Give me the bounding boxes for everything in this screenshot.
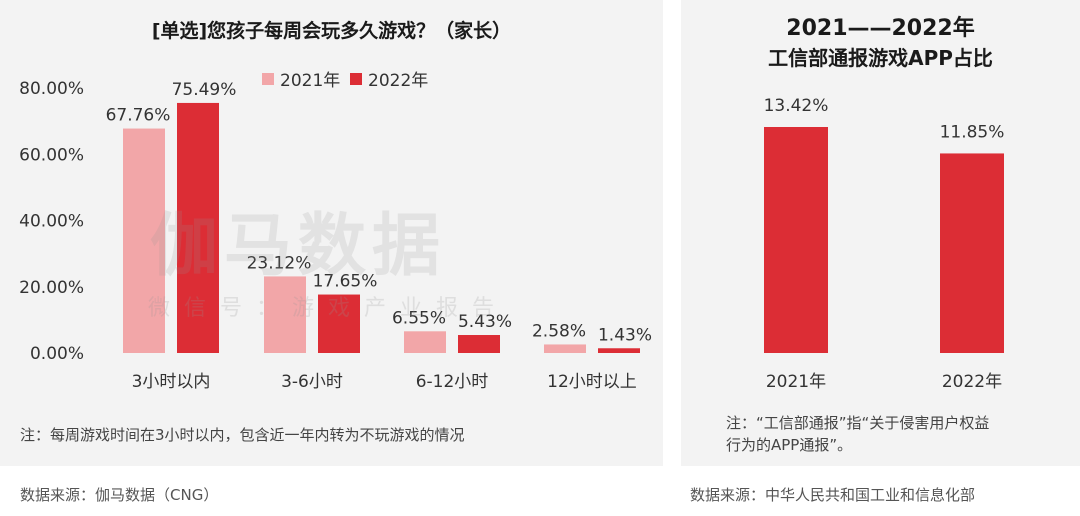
bar-app-ratio-1 (940, 153, 1004, 353)
bar-2022-1 (318, 294, 360, 353)
y-tick-label: 20.00% (19, 278, 84, 298)
left-chart-panel: [单选]您孩子每周会玩多久游戏？（家长） 2021年 2022年 0.00% 20… (0, 0, 663, 466)
left-chart-note: 注：每周游戏时间在3小时以内，包含近一年内转为不玩游戏的情况 (20, 426, 465, 444)
right-chart-note-line2: 行为的APP通报”。 (726, 436, 853, 454)
watermark-logo-text: 伽马数据 (150, 207, 447, 286)
right-data-source: 数据来源：中华人民共和国工业和信息化部 (690, 486, 976, 504)
y-tick-label: 80.00% (19, 79, 84, 99)
y-tick-label: 40.00% (19, 212, 84, 232)
watermark-wechat-text: 微信号：游戏产业报告 (148, 296, 509, 321)
bar-2022-3 (598, 348, 640, 353)
data-label-app-ratio-1: 11.85% (940, 122, 1005, 142)
data-label-2021-0: 67.76% (106, 106, 171, 126)
x-category-label: 12小时以上 (547, 372, 637, 392)
legend-label-2021: 2021年 (280, 71, 341, 91)
data-label-2022-3: 1.43% (598, 325, 652, 345)
y-tick-label: 60.00% (19, 145, 84, 165)
right-chart-title-line1: 2021——2022年 (786, 16, 975, 41)
bar-2022-2 (458, 335, 500, 353)
bar-app-ratio-0 (764, 127, 828, 353)
left-chart-title: [单选]您孩子每周会玩多久游戏？（家长） (151, 20, 512, 42)
x-category-label: 3-6小时 (281, 372, 343, 392)
legend-item-2021: 2021年 (262, 66, 340, 91)
y-tick-label: 0.00% (30, 344, 84, 364)
left-data-source: 数据来源：伽马数据（CNG） (20, 486, 219, 504)
x-category-label: 3小时以内 (132, 372, 211, 392)
data-label-2022-0: 75.49% (172, 80, 237, 100)
bar-2021-2 (404, 331, 446, 353)
data-label-2021-1: 23.12% (247, 253, 312, 273)
legend-label-2022: 2022年 (368, 71, 429, 91)
legend-swatch-2021 (262, 72, 274, 85)
bar-2022-0 (177, 102, 219, 353)
data-label-2022-1: 17.65% (313, 272, 378, 292)
data-label-2021-2: 6.55% (392, 308, 446, 328)
legend-swatch-2022 (350, 72, 362, 85)
legend-item-2022: 2022年 (350, 66, 428, 91)
data-label-app-ratio-0: 13.42% (764, 96, 829, 116)
bar-2021-0 (123, 128, 165, 353)
right-chart-title-line2: 工信部通报游戏APP占比 (768, 46, 993, 70)
bar-2021-1 (264, 276, 306, 353)
data-label-2021-3: 2.58% (532, 321, 586, 341)
bar-2021-3 (544, 344, 586, 353)
x-category-label: 6-12小时 (416, 372, 489, 392)
left-bar-chart: 0.00% 20.00% 40.00% 60.00% 80.00% 67.76%75.49… (19, 79, 652, 392)
x-category-label: 2022年 (942, 372, 1002, 392)
right-chart-panel: 2021——2022年 工信部通报游戏APP占比 13.42% 2021年 11.8… (681, 0, 1080, 466)
right-chart-note-line1: 注：“工信部通报”指“关于侵害用户权益 (726, 414, 990, 432)
right-bar-chart: 13.42% 2021年 11.85% 2022年 (764, 96, 1005, 392)
x-category-label: 2021年 (766, 372, 826, 392)
data-label-2022-2: 5.43% (458, 312, 512, 332)
